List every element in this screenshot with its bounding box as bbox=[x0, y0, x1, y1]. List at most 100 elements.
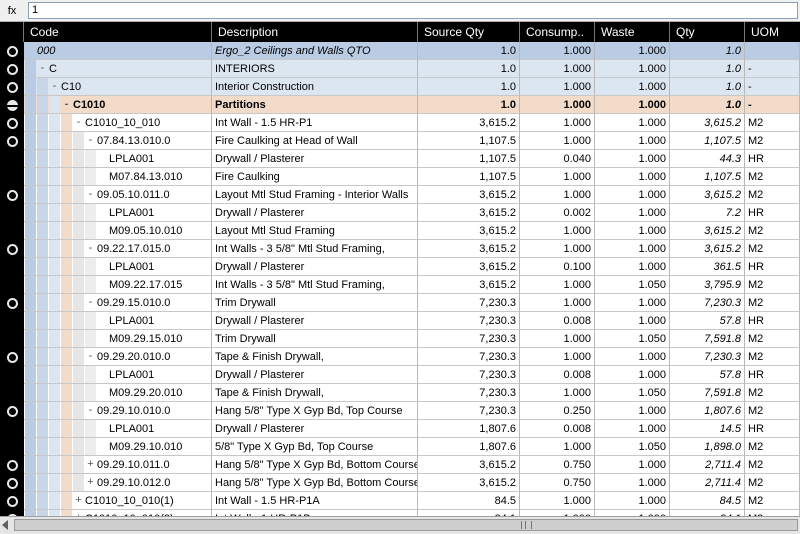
qty-cell[interactable]: 3,795.9 bbox=[670, 276, 745, 294]
qty-cell[interactable]: 7,230.3 bbox=[670, 294, 745, 312]
collapse-icon[interactable]: - bbox=[52, 80, 57, 92]
code-cell[interactable]: -09.22.17.015.0 bbox=[24, 240, 212, 258]
source-qty-cell[interactable]: 84.5 bbox=[418, 492, 520, 510]
uom-cell[interactable]: M2 bbox=[745, 348, 800, 366]
code-cell[interactable]: M09.29.15.010 bbox=[24, 330, 212, 348]
source-qty-cell[interactable]: 7,230.3 bbox=[418, 330, 520, 348]
consumption-cell[interactable]: 1.000 bbox=[520, 276, 595, 294]
table-row[interactable]: LPLA001 Drywall / Plasterer 3,615.2 0.100 1.… bbox=[0, 258, 800, 276]
consumption-cell[interactable]: 1.000 bbox=[520, 186, 595, 204]
column-header-waste[interactable]: Waste bbox=[595, 22, 670, 42]
source-qty-cell[interactable]: 3,615.2 bbox=[418, 204, 520, 222]
qty-cell[interactable]: 7,230.3 bbox=[670, 348, 745, 366]
waste-cell[interactable]: 1.050 bbox=[595, 384, 670, 402]
uom-cell[interactable]: M2 bbox=[745, 438, 800, 456]
row-selector[interactable] bbox=[0, 348, 24, 366]
waste-cell[interactable]: 1.050 bbox=[595, 330, 670, 348]
consumption-cell[interactable]: 1.000 bbox=[520, 492, 595, 510]
collapse-icon[interactable]: - bbox=[88, 242, 93, 254]
source-qty-cell[interactable]: 7,230.3 bbox=[418, 402, 520, 420]
consumption-cell[interactable]: 1.000 bbox=[520, 114, 595, 132]
waste-cell[interactable]: 1.000 bbox=[595, 240, 670, 258]
code-cell[interactable]: LPLA001 bbox=[24, 366, 212, 384]
row-selector[interactable] bbox=[0, 204, 24, 222]
consumption-cell[interactable]: 1.000 bbox=[520, 348, 595, 366]
uom-cell[interactable]: M2 bbox=[745, 384, 800, 402]
code-cell[interactable]: -C bbox=[24, 60, 212, 78]
qty-cell[interactable]: 1.0 bbox=[670, 78, 745, 96]
column-header-code[interactable]: Code bbox=[24, 22, 212, 42]
source-qty-cell[interactable]: 3,615.2 bbox=[418, 474, 520, 492]
row-selector[interactable] bbox=[0, 312, 24, 330]
qty-cell[interactable]: 1,807.6 bbox=[670, 402, 745, 420]
column-header-source-qty[interactable]: Source Qty bbox=[418, 22, 520, 42]
qty-cell[interactable]: 7.2 bbox=[670, 204, 745, 222]
uom-cell[interactable]: HR bbox=[745, 258, 800, 276]
row-selector[interactable] bbox=[0, 276, 24, 294]
qty-cell[interactable]: 84.5 bbox=[670, 492, 745, 510]
consumption-cell[interactable]: 1.000 bbox=[520, 42, 595, 60]
description-cell[interactable]: Fire Caulking bbox=[212, 168, 418, 186]
row-selector[interactable] bbox=[0, 474, 24, 492]
row-selector[interactable] bbox=[0, 60, 24, 78]
source-qty-cell[interactable]: 1.0 bbox=[418, 42, 520, 60]
qty-cell[interactable]: 1.0 bbox=[670, 42, 745, 60]
code-cell[interactable]: LPLA001 bbox=[24, 258, 212, 276]
qty-cell[interactable]: 7,591.8 bbox=[670, 330, 745, 348]
description-cell[interactable]: Fire Caulking at Head of Wall bbox=[212, 132, 418, 150]
table-row[interactable]: +09.29.10.012.0 Hang 5/8" Type X Gyp Bd, … bbox=[0, 474, 800, 492]
scrollbar-thumb[interactable] bbox=[14, 519, 798, 531]
source-qty-cell[interactable]: 3,615.2 bbox=[418, 240, 520, 258]
waste-cell[interactable]: 1.000 bbox=[595, 258, 670, 276]
uom-cell[interactable]: HR bbox=[745, 312, 800, 330]
row-selector[interactable] bbox=[0, 150, 24, 168]
column-header-consumption[interactable]: Consump.. bbox=[520, 22, 595, 42]
table-row[interactable]: -09.22.17.015.0 Int Walls - 3 5/8" Mtl St… bbox=[0, 240, 800, 258]
code-cell[interactable]: LPLA001 bbox=[24, 150, 212, 168]
uom-cell[interactable]: - bbox=[745, 78, 800, 96]
waste-cell[interactable]: 1.000 bbox=[595, 42, 670, 60]
qty-cell[interactable]: 1,107.5 bbox=[670, 132, 745, 150]
table-row[interactable]: LPLA001 Drywall / Plasterer 1,807.6 0.008 1.… bbox=[0, 420, 800, 438]
source-qty-cell[interactable]: 3,615.2 bbox=[418, 222, 520, 240]
column-header-description[interactable]: Description bbox=[212, 22, 418, 42]
description-cell[interactable]: Ergo_2 Ceilings and Walls QTO bbox=[212, 42, 418, 60]
consumption-cell[interactable]: 1.000 bbox=[520, 168, 595, 186]
waste-cell[interactable]: 1.000 bbox=[595, 420, 670, 438]
waste-cell[interactable]: 1.000 bbox=[595, 312, 670, 330]
source-qty-cell[interactable]: 1.0 bbox=[418, 78, 520, 96]
source-qty-cell[interactable]: 3,615.2 bbox=[418, 456, 520, 474]
code-cell[interactable]: +C1010_10_010(2) bbox=[24, 510, 212, 516]
source-qty-cell[interactable]: 1.0 bbox=[418, 96, 520, 114]
description-cell[interactable]: Hang 5/8" Type X Gyp Bd, Top Course bbox=[212, 402, 418, 420]
uom-cell[interactable]: M2 bbox=[745, 114, 800, 132]
qty-cell[interactable]: 3,615.2 bbox=[670, 186, 745, 204]
uom-cell[interactable]: M2 bbox=[745, 402, 800, 420]
table-row[interactable]: M07.84.13.010 Fire Caulking 1,107.5 1.000 1.… bbox=[0, 168, 800, 186]
code-cell[interactable]: LPLA001 bbox=[24, 204, 212, 222]
description-cell[interactable]: Drywall / Plasterer bbox=[212, 150, 418, 168]
consumption-cell[interactable]: 0.100 bbox=[520, 258, 595, 276]
code-cell[interactable]: -09.05.10.011.0 bbox=[24, 186, 212, 204]
consumption-cell[interactable]: 1.000 bbox=[520, 384, 595, 402]
table-row[interactable]: -09.05.10.011.0 Layout Mtl Stud Framing -… bbox=[0, 186, 800, 204]
description-cell[interactable]: Int Wall - 1.5 HR-P1 bbox=[212, 114, 418, 132]
uom-cell[interactable]: HR bbox=[745, 150, 800, 168]
table-row[interactable]: LPLA001 Drywall / Plasterer 7,230.3 0.008 1.… bbox=[0, 312, 800, 330]
qty-cell[interactable]: 1,107.5 bbox=[670, 168, 745, 186]
code-cell[interactable]: -09.29.15.010.0 bbox=[24, 294, 212, 312]
qty-cell[interactable]: 57.8 bbox=[670, 366, 745, 384]
consumption-cell[interactable]: 1.000 bbox=[520, 510, 595, 516]
uom-cell[interactable]: M2 bbox=[745, 456, 800, 474]
table-row[interactable]: LPLA001 Drywall / Plasterer 1,107.5 0.040 1.… bbox=[0, 150, 800, 168]
qty-cell[interactable]: 57.8 bbox=[670, 312, 745, 330]
row-selector[interactable] bbox=[0, 186, 24, 204]
description-cell[interactable]: 5/8" Type X Gyp Bd, Top Course bbox=[212, 438, 418, 456]
row-selector[interactable] bbox=[0, 366, 24, 384]
qty-cell[interactable]: 1,898.0 bbox=[670, 438, 745, 456]
code-cell[interactable]: M09.29.20.010 bbox=[24, 384, 212, 402]
source-qty-cell[interactable]: 3,615.2 bbox=[418, 114, 520, 132]
formula-input[interactable]: 1 bbox=[28, 2, 798, 19]
consumption-cell[interactable]: 1.000 bbox=[520, 96, 595, 114]
description-cell[interactable]: Trim Drywall bbox=[212, 330, 418, 348]
